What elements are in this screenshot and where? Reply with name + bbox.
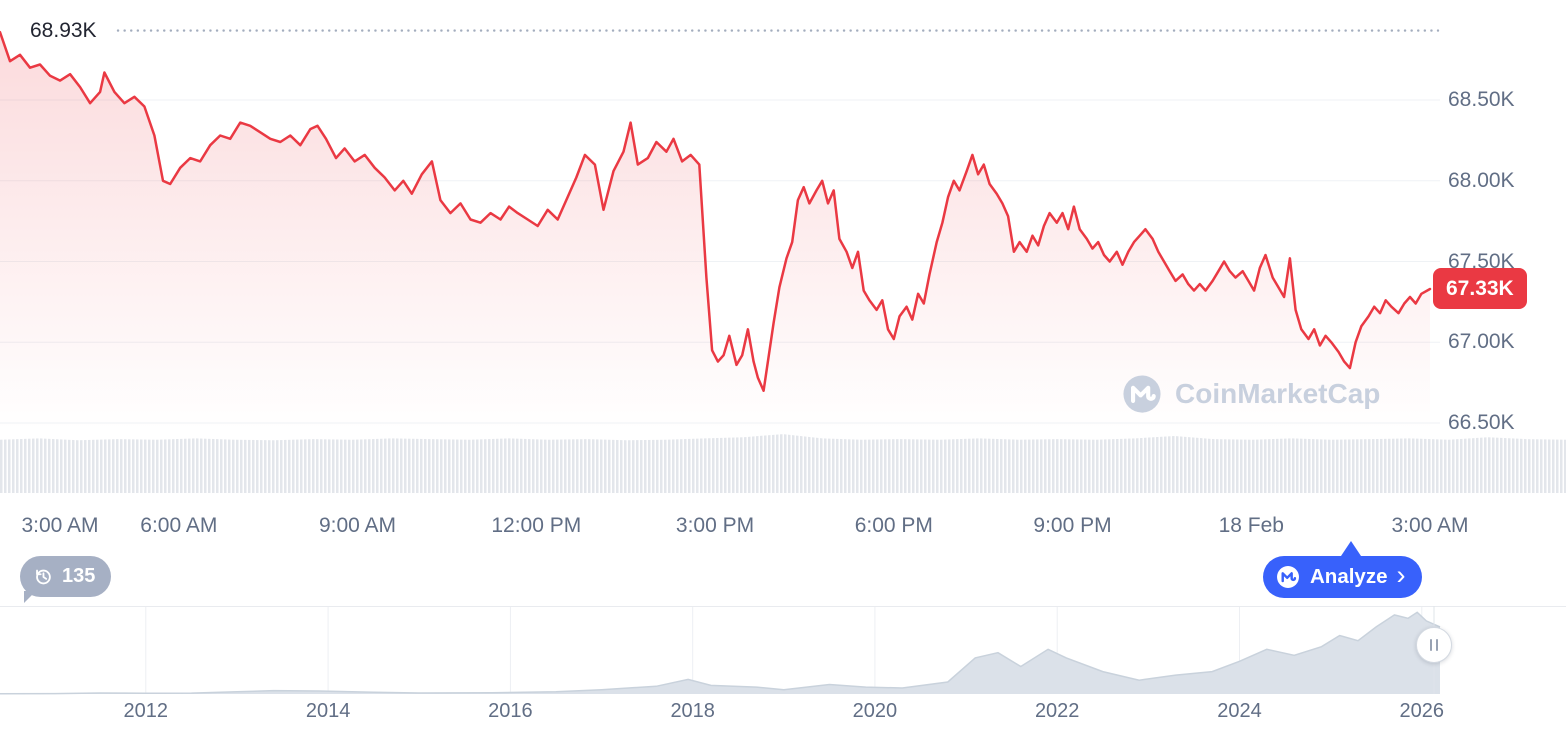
timeline-year-label: 2012 [123,700,169,722]
watch-count-badge: 135 [20,556,112,603]
x-axis-label: 3:00 AM [1391,514,1469,537]
timeline-year-label: 2016 [488,700,533,722]
x-axis-label: 3:00 AM [21,514,99,537]
navigator-handle[interactable] [1416,627,1452,663]
chevron-right-icon: › [1396,560,1406,590]
volume-bars [0,434,1566,493]
x-axis-label: 3:00 PM [675,514,755,537]
x-axis-label: 9:00 PM [1033,514,1112,537]
x-axis-label: 6:00 PM [854,514,933,537]
timeline-year-label: 2024 [1217,700,1262,722]
history-icon [36,569,51,584]
x-axis-label: 18 Feb [1218,514,1284,537]
watermark: CoinMarketCap [1120,372,1380,416]
x-axis-label: 9:00 AM [318,514,397,537]
high-price-label: 68.93K [30,19,97,42]
timeline-year-label: 2014 [305,700,351,722]
price-line [0,30,1432,430]
timeline-year-label: 2026 [1399,700,1445,722]
timeline-year-label: 2018 [670,700,715,722]
handle-grip-icon [1430,639,1432,651]
x-axis-label: 12:00 PM [491,514,582,537]
timeline-navigator[interactable] [0,606,1566,698]
coinmarketcap-logo-icon [1123,375,1161,413]
current-price-badge: 67.33K [1433,268,1527,309]
timeline-year-label: 2020 [852,700,898,722]
price-chart[interactable] [0,0,1566,505]
analyze-label: Analyze [1310,565,1388,588]
timeline-year-label: 2022 [1034,700,1080,722]
watch-count: 135 [62,565,96,587]
handle-grip-icon [1436,639,1438,651]
analyze-button[interactable]: Analyze › [1263,556,1423,598]
watermark-text: CoinMarketCap [1175,378,1381,409]
analyze-pointer-arrow [1341,541,1361,556]
coinmarketcap-logo-icon [1277,566,1299,588]
x-axis-label: 6:00 AM [140,514,218,537]
